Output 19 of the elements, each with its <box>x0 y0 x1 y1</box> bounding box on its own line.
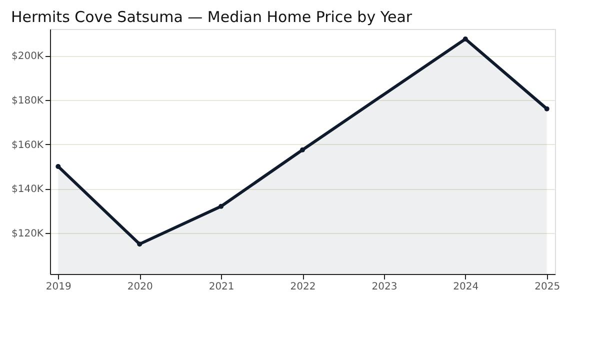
point <box>462 36 468 42</box>
x-tick-label: 2024 <box>453 282 479 292</box>
point <box>544 106 550 112</box>
y-tick-label: $160K <box>11 140 44 151</box>
y-tick-label: $200K <box>11 51 44 62</box>
x-tick-label: 2025 <box>534 282 560 292</box>
y-tick-label: $120K <box>11 228 44 240</box>
x-tick-label: 2022 <box>290 282 316 292</box>
x-tick-label: 2020 <box>127 282 153 292</box>
point <box>218 204 224 209</box>
point <box>56 164 61 169</box>
y-tick-label: $180K <box>11 95 44 106</box>
x-tick-label: 2023 <box>372 282 398 292</box>
x-tick-label: 2019 <box>46 282 72 292</box>
point <box>300 147 305 152</box>
x-tick-label: 2021 <box>208 282 234 292</box>
chart-title: Hermits Cove Satsuma — Median Home Price by Year <box>10 8 413 26</box>
point <box>137 242 142 247</box>
y-tick-label: $140K <box>11 184 44 196</box>
